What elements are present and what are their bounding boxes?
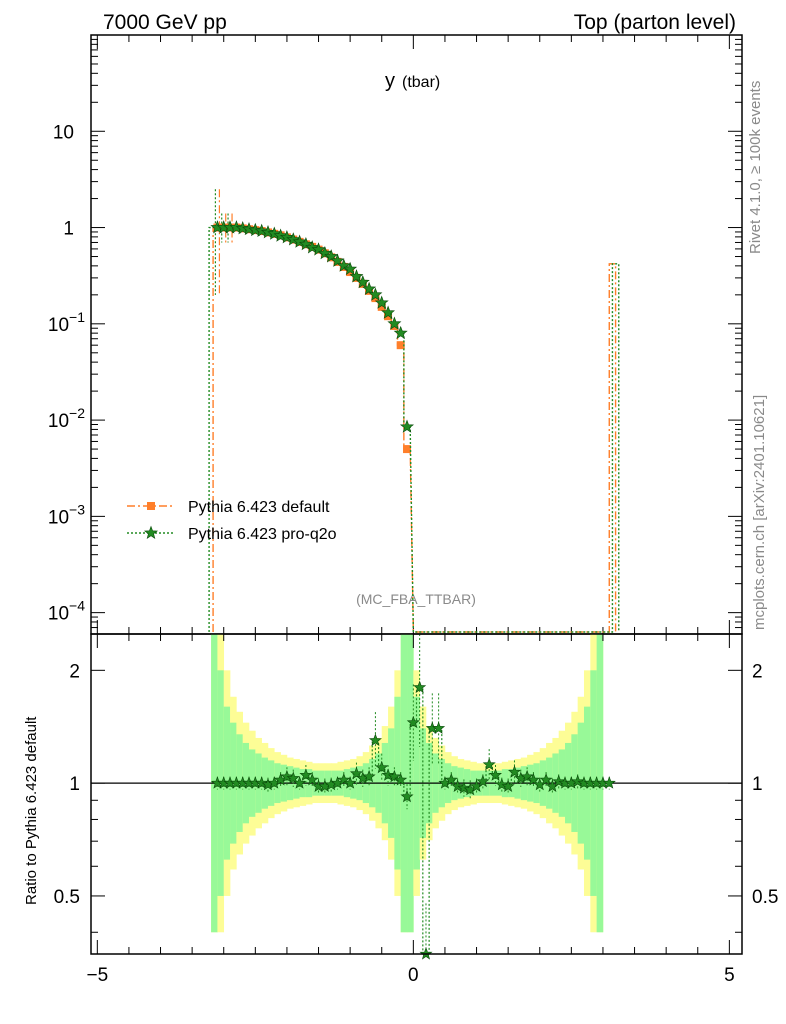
x-tick-label: 0 <box>408 965 419 986</box>
main-y-tick-label: 10−2 <box>48 405 85 432</box>
ratio-point <box>457 781 471 794</box>
point-proq2o <box>368 287 383 301</box>
ratio-point <box>488 768 503 781</box>
main-y-tick-label: 10−3 <box>48 501 85 528</box>
ratio-point <box>495 777 509 791</box>
ratio-point <box>305 773 319 786</box>
main-series-group <box>208 189 620 633</box>
legend: Pythia 6.423 default Pythia 6.423 pro-q2… <box>127 499 337 543</box>
main-panel-frame <box>90 34 743 635</box>
ratio-point <box>400 789 414 803</box>
ratio-point <box>451 779 465 793</box>
ratio-y-tick-label-right: 1 <box>752 774 763 795</box>
ratio-point <box>381 768 395 781</box>
series-default-line <box>212 226 617 633</box>
main-y-tick-label: 10 <box>53 122 74 143</box>
ratio-point <box>293 776 307 789</box>
point-proq2o <box>298 236 313 251</box>
ratio-point <box>552 774 566 788</box>
ratio-y-tick-label: 0.5 <box>54 887 80 908</box>
plot-title-sub: (tbar) <box>402 74 440 91</box>
plot-title-main: y <box>385 70 395 92</box>
x-tick-label: −5 <box>86 965 108 986</box>
point-default <box>396 341 405 350</box>
ratio-point <box>406 715 420 729</box>
ratio-point <box>343 776 357 789</box>
point-proq2o <box>267 226 282 240</box>
ratio-y-tick-label: 1 <box>69 774 80 795</box>
ratio-point <box>349 766 364 780</box>
ratio-point <box>413 680 427 693</box>
ratio-point <box>602 776 616 789</box>
ratio-point <box>280 769 294 783</box>
rivet-version-label: Rivet 4.1.0, ≥ 100k events <box>747 81 764 254</box>
point-proq2o <box>343 261 358 276</box>
header-energy: 7000 GeV pp <box>103 11 227 34</box>
ratio-point <box>375 760 389 774</box>
legend-marker-default <box>147 502 155 510</box>
legend-label-proq2o: Pythia 6.423 pro-q2o <box>188 526 337 543</box>
ratio-point <box>507 765 522 778</box>
point-proq2o <box>248 222 263 237</box>
source-label: mcplots.cern.ch [arXiv:2401.10621] <box>751 395 768 630</box>
ratio-series-group <box>210 634 616 960</box>
point-proq2o <box>362 281 377 296</box>
main-axis-ticks: 10−4 10−3 10−2 10−1 1 10 <box>48 34 742 635</box>
ratio-point <box>286 771 300 784</box>
point-default <box>403 445 412 454</box>
point-default <box>377 302 386 311</box>
ratio-point <box>362 769 376 783</box>
main-y-tick-label: 10−4 <box>48 598 85 625</box>
point-proq2o <box>324 249 339 263</box>
ratio-point <box>368 733 382 746</box>
analysis-label: (MC_FBA_TTBAR) <box>356 591 476 607</box>
ratio-point <box>432 721 446 734</box>
ratio-point <box>501 779 515 793</box>
ratio-point <box>520 769 534 783</box>
point-proq2o <box>381 305 395 319</box>
x-tick-label: 5 <box>724 965 735 986</box>
point-proq2o <box>355 274 370 289</box>
point-proq2o <box>349 269 364 283</box>
ratio-y-tick-label-right: 0.5 <box>752 887 778 908</box>
ratio-point <box>444 773 458 786</box>
point-proq2o <box>311 242 326 256</box>
point-proq2o <box>279 230 294 244</box>
ratio-y-tick-label: 2 <box>69 661 80 682</box>
point-proq2o <box>387 316 402 330</box>
ratio-point <box>299 768 313 781</box>
point-proq2o <box>393 325 408 340</box>
ratio-point <box>476 774 490 788</box>
ratio-point <box>255 776 269 789</box>
ratio-y-axis-label: Ratio to Pythia 6.423 default <box>23 716 40 905</box>
main-y-tick-label: 1 <box>63 219 74 240</box>
ratio-point <box>526 773 540 786</box>
point-proq2o <box>374 295 389 309</box>
series-proq2o-line <box>208 226 620 633</box>
point-default <box>371 294 380 303</box>
ratio-point <box>482 757 496 771</box>
point-proq2o <box>305 240 320 254</box>
ratio-point <box>394 773 408 786</box>
point-proq2o <box>292 234 307 248</box>
ratio-point <box>571 774 585 788</box>
point-default <box>384 312 393 321</box>
point-proq2o <box>317 245 332 260</box>
ratio-y-tick-label-right: 2 <box>752 661 763 682</box>
legend-marker-proq2o <box>143 525 159 540</box>
point-proq2o <box>286 232 301 246</box>
ratio-panel-frame <box>90 633 743 955</box>
ratio-point <box>539 773 553 786</box>
legend-label-default: Pythia 6.423 default <box>188 499 330 516</box>
point-proq2o <box>399 419 415 433</box>
header-process: Top (parton level) <box>574 11 736 34</box>
ratio-axis-ticks: 0.5 0.5 1 1 2 2 −5 0 5 <box>54 634 778 986</box>
point-proq2o <box>336 258 351 272</box>
ratio-point <box>387 769 401 783</box>
main-y-tick-label: 10−1 <box>48 309 85 336</box>
ratio-point <box>337 773 351 786</box>
